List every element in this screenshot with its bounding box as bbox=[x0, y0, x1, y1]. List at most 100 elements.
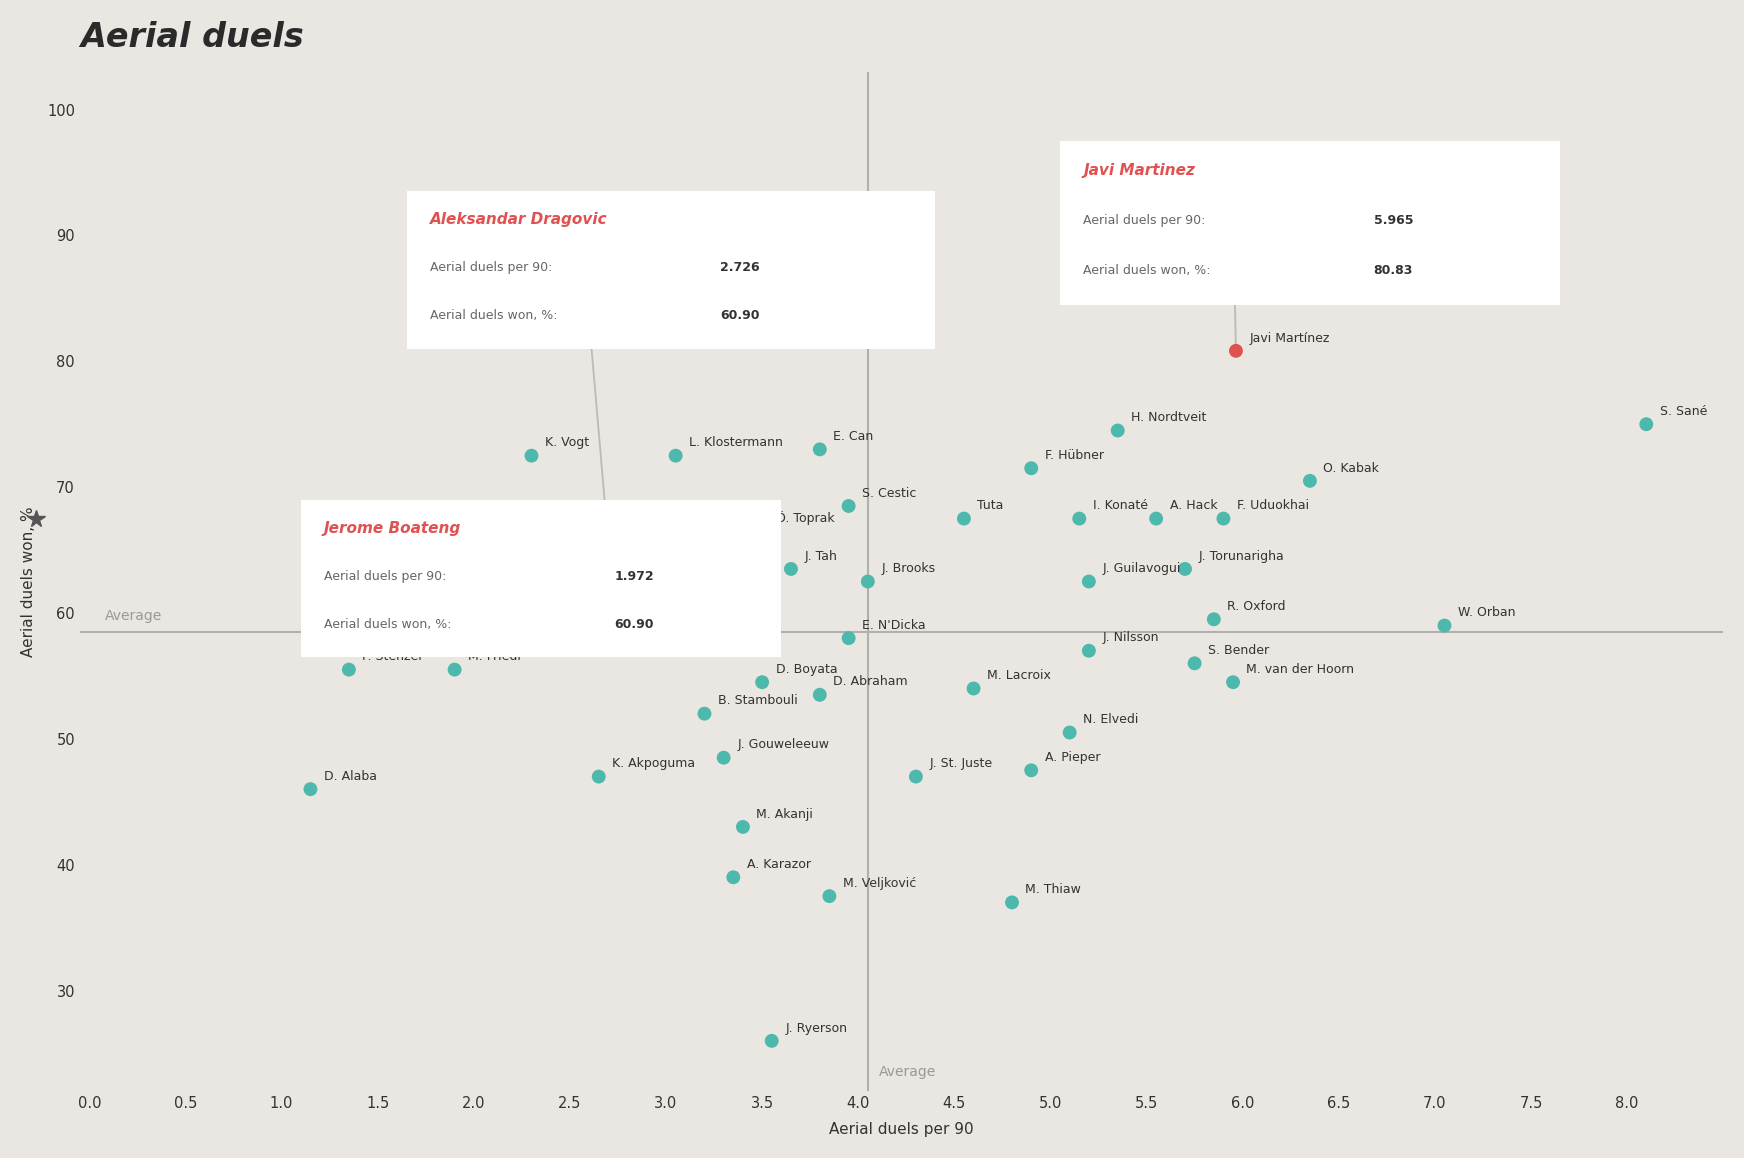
Point bbox=[441, 660, 469, 679]
Point bbox=[460, 547, 488, 565]
Text: J. St. Juste: J. St. Juste bbox=[930, 757, 992, 770]
Point bbox=[855, 572, 882, 591]
Point bbox=[710, 748, 738, 767]
Text: F. Uduokhai: F. Uduokhai bbox=[1236, 499, 1310, 512]
Point bbox=[902, 768, 930, 786]
Point bbox=[1296, 471, 1324, 490]
Text: J. Ryerson: J. Ryerson bbox=[785, 1021, 848, 1034]
Text: 80.83: 80.83 bbox=[1374, 264, 1413, 277]
Y-axis label: Aerial duels won, %: Aerial duels won, % bbox=[21, 506, 37, 657]
Point bbox=[488, 585, 516, 603]
Point bbox=[950, 510, 978, 528]
FancyBboxPatch shape bbox=[406, 191, 935, 349]
Point bbox=[778, 559, 806, 578]
Text: 60.90: 60.90 bbox=[720, 309, 760, 322]
Point bbox=[959, 680, 987, 698]
Point bbox=[835, 629, 863, 647]
Text: Aerial duels won, %:: Aerial duels won, %: bbox=[429, 309, 562, 322]
Text: M. Lacroix: M. Lacroix bbox=[987, 669, 1052, 682]
Point bbox=[518, 446, 546, 464]
Point bbox=[1066, 510, 1093, 528]
Text: R. Oxford: R. Oxford bbox=[1228, 600, 1285, 613]
Text: J. Nilsson: J. Nilsson bbox=[1102, 631, 1158, 645]
Point bbox=[759, 1032, 787, 1050]
Text: D. Boyata: D. Boyata bbox=[776, 662, 837, 676]
FancyBboxPatch shape bbox=[302, 500, 781, 657]
Point bbox=[729, 818, 757, 836]
Point bbox=[354, 572, 382, 591]
Text: J. Horn: J. Horn bbox=[382, 563, 424, 576]
Point bbox=[584, 768, 612, 786]
Point bbox=[1017, 761, 1045, 779]
Text: Aerial duels won, %:: Aerial duels won, %: bbox=[324, 617, 455, 631]
Text: 2.726: 2.726 bbox=[720, 262, 760, 274]
Text: B. Stambouli: B. Stambouli bbox=[719, 695, 797, 708]
Point bbox=[998, 893, 1025, 911]
Point bbox=[1017, 459, 1045, 477]
Point bbox=[1055, 724, 1083, 742]
Text: J. Boateng: J. Boateng bbox=[516, 574, 581, 588]
Text: P. Stenzel: P. Stenzel bbox=[363, 651, 422, 664]
Text: Average: Average bbox=[879, 1064, 937, 1078]
Text: J. Tah: J. Tah bbox=[804, 550, 837, 563]
Text: S. Bender: S. Bender bbox=[1209, 644, 1270, 657]
Point bbox=[806, 440, 834, 459]
Text: J. Torunarigha: J. Torunarigha bbox=[1198, 550, 1284, 563]
Text: K. Akpoguma: K. Akpoguma bbox=[612, 757, 696, 770]
Text: 60.90: 60.90 bbox=[614, 617, 654, 631]
Point bbox=[661, 446, 689, 464]
Point bbox=[1430, 616, 1458, 635]
Point bbox=[1200, 610, 1228, 629]
Text: D. Alaba: D. Alaba bbox=[324, 770, 377, 783]
Point bbox=[1074, 572, 1102, 591]
X-axis label: Aerial duels per 90: Aerial duels per 90 bbox=[828, 1122, 973, 1137]
Point bbox=[296, 779, 324, 798]
Point bbox=[1219, 673, 1247, 691]
Text: Tuta: Tuta bbox=[977, 499, 1005, 512]
Text: Aerial duels per 90:: Aerial duels per 90: bbox=[429, 262, 556, 274]
Text: Aerial duels: Aerial duels bbox=[80, 21, 303, 53]
Text: N. Elvedi: N. Elvedi bbox=[1083, 713, 1139, 726]
Point bbox=[719, 868, 746, 887]
Text: A. Karazor: A. Karazor bbox=[746, 858, 811, 871]
Point bbox=[691, 704, 719, 723]
Text: J. Guilavogui: J. Guilavogui bbox=[1102, 563, 1181, 576]
Text: 5.965: 5.965 bbox=[1374, 214, 1413, 227]
Text: Aerial duels per 90:: Aerial duels per 90: bbox=[324, 570, 450, 582]
Point bbox=[835, 497, 863, 515]
Point bbox=[1223, 342, 1250, 360]
Point bbox=[1632, 415, 1660, 433]
Text: D. Heintz: D. Heintz bbox=[680, 607, 738, 620]
Point bbox=[335, 660, 363, 679]
Text: Aleksandar Dragovic: Aleksandar Dragovic bbox=[429, 212, 607, 227]
Text: L. Klostermann: L. Klostermann bbox=[689, 437, 783, 449]
Point bbox=[600, 593, 628, 611]
Text: Ö. Toprak: Ö. Toprak bbox=[776, 511, 834, 525]
Text: M. Veljković: M. Veljković bbox=[842, 877, 916, 889]
Text: Javi Martinez: Javi Martinez bbox=[1083, 163, 1195, 178]
Point bbox=[748, 673, 776, 691]
Point bbox=[1181, 654, 1209, 673]
Point bbox=[748, 522, 776, 541]
Point bbox=[652, 616, 680, 635]
Text: E. N'Dicka: E. N'Dicka bbox=[862, 618, 926, 632]
Text: Aerial duels won, %:: Aerial duels won, %: bbox=[1083, 264, 1214, 277]
Text: Average: Average bbox=[105, 609, 162, 623]
Point bbox=[1210, 510, 1238, 528]
Text: M. Friedl: M. Friedl bbox=[467, 651, 521, 664]
Point bbox=[816, 887, 844, 906]
Text: D. Abraham: D. Abraham bbox=[834, 675, 909, 689]
Point bbox=[1074, 642, 1102, 660]
Text: W. Orban: W. Orban bbox=[1458, 607, 1516, 620]
Text: O. Kabak: O. Kabak bbox=[1324, 462, 1380, 475]
Text: E. Can: E. Can bbox=[834, 430, 874, 444]
Text: N. Moisander: N. Moisander bbox=[487, 537, 570, 550]
FancyBboxPatch shape bbox=[1060, 141, 1559, 305]
Text: S. Sané: S. Sané bbox=[1660, 405, 1707, 418]
Text: J. Brooks: J. Brooks bbox=[881, 563, 935, 576]
Text: A. Dragović: A. Dragović bbox=[626, 582, 699, 595]
Text: I. Konaté: I. Konaté bbox=[1093, 499, 1148, 512]
Text: K. Vogt: K. Vogt bbox=[544, 437, 589, 449]
Point bbox=[1142, 510, 1170, 528]
Point bbox=[806, 686, 834, 704]
